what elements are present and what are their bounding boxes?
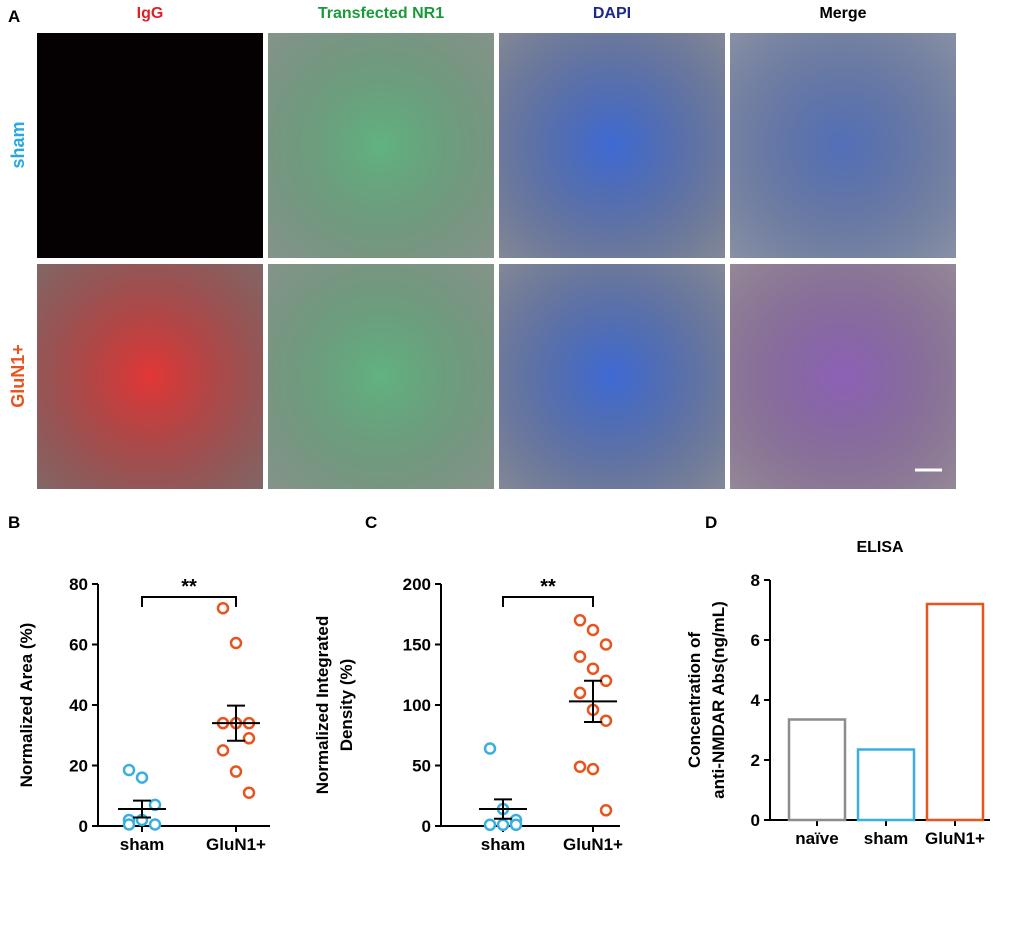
panel-letter: A — [8, 7, 20, 26]
significance-bracket — [141, 596, 237, 607]
bar — [856, 748, 916, 822]
y-tick-label: 40 — [69, 696, 88, 715]
y-tick-label: 100 — [403, 696, 431, 715]
row-label: GluN1+ — [8, 344, 28, 408]
y-tick-label: 20 — [69, 757, 88, 776]
image — [268, 264, 494, 489]
data-point — [573, 686, 587, 700]
y-tick-label: 2 — [751, 751, 760, 770]
row-label: sham — [8, 121, 28, 168]
data-point — [216, 601, 230, 615]
y-tick-label: 150 — [403, 636, 431, 655]
y-axis-label: Density (%) — [337, 659, 356, 752]
y-axis-label: Normalized Integrated — [313, 616, 332, 795]
image — [268, 33, 494, 258]
column-label: IgG — [137, 5, 164, 22]
x-tick-label: naïve — [795, 829, 838, 848]
y-tick-label: 0 — [751, 811, 760, 830]
y-axis-label: Concentration of — [685, 632, 704, 768]
x-tick-label: GluN1+ — [206, 835, 266, 854]
data-point — [586, 662, 600, 675]
data-point — [229, 765, 243, 778]
data-point — [122, 763, 136, 777]
data-point — [229, 636, 243, 650]
bar — [787, 718, 847, 822]
y-axis-label: Normalized Area (%) — [17, 623, 36, 788]
data-point — [586, 762, 600, 776]
y-tick-label: 50 — [412, 757, 431, 776]
data-point — [216, 744, 230, 757]
y-tick-label: 0 — [422, 817, 431, 836]
y-axis-label: anti-NMDAR Abs(ng/mL) — [709, 601, 728, 799]
image — [730, 33, 956, 258]
significance-label: ** — [540, 576, 556, 598]
y-tick-label: 60 — [69, 636, 88, 655]
data-point — [496, 818, 510, 832]
data-point — [599, 674, 613, 688]
bar — [925, 602, 985, 822]
data-point — [148, 818, 162, 831]
x-tick-label: sham — [864, 829, 908, 848]
y-tick-label: 8 — [751, 571, 760, 590]
data-point — [573, 614, 587, 627]
x-tick-label: GluN1+ — [563, 835, 623, 854]
data-point — [242, 786, 256, 799]
image — [499, 33, 725, 258]
column-label: Merge — [819, 5, 866, 22]
panel-letter: B — [8, 513, 20, 532]
data-point — [242, 732, 256, 745]
significance-bracket — [502, 596, 594, 607]
micrographs — [37, 33, 956, 489]
image — [37, 264, 263, 489]
data-point — [483, 742, 497, 755]
data-point — [573, 650, 587, 663]
chart-title: ELISA — [856, 539, 904, 556]
data-point — [122, 818, 136, 831]
data-point — [599, 804, 613, 817]
data-point — [586, 623, 600, 637]
panel-letter: D — [705, 513, 717, 532]
panel-letter: C — [365, 513, 377, 532]
column-label: DAPI — [593, 5, 631, 22]
x-tick-label: sham — [481, 835, 525, 854]
data-point — [599, 714, 613, 727]
image — [730, 264, 956, 489]
y-tick-label: 200 — [403, 575, 431, 594]
image — [499, 264, 725, 489]
y-tick-label: 6 — [751, 631, 760, 650]
data-point — [573, 760, 587, 773]
significance-label: ** — [181, 576, 197, 598]
x-tick-label: GluN1+ — [925, 829, 985, 848]
image — [37, 33, 263, 258]
column-label: Transfected NR1 — [318, 5, 444, 22]
data-point — [599, 638, 613, 651]
data-point — [509, 818, 523, 832]
data-point — [135, 771, 149, 784]
y-tick-label: 0 — [79, 817, 88, 836]
y-tick-label: 80 — [69, 575, 88, 594]
y-tick-label: 4 — [751, 691, 761, 710]
data-point — [483, 818, 497, 832]
x-tick-label: sham — [120, 835, 164, 854]
